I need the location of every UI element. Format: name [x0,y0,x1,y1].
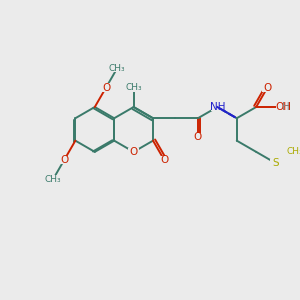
Text: CH₃: CH₃ [109,64,125,73]
Text: S: S [272,158,279,168]
FancyBboxPatch shape [128,148,139,156]
Text: NH: NH [210,102,225,112]
FancyBboxPatch shape [109,64,126,72]
Text: OH: OH [275,102,291,112]
FancyBboxPatch shape [125,84,142,92]
FancyBboxPatch shape [271,159,281,167]
FancyBboxPatch shape [276,103,291,111]
Text: O: O [60,155,68,165]
FancyBboxPatch shape [159,156,169,164]
Text: O: O [263,82,272,93]
FancyBboxPatch shape [211,103,224,111]
Text: CH₃: CH₃ [287,147,300,156]
Text: CH₃: CH₃ [45,175,61,184]
FancyBboxPatch shape [262,83,272,92]
Text: H: H [282,102,290,112]
FancyBboxPatch shape [282,103,290,111]
Text: CH₃: CH₃ [125,83,142,92]
FancyBboxPatch shape [44,175,61,184]
FancyBboxPatch shape [193,133,203,142]
Text: O: O [160,155,168,165]
FancyBboxPatch shape [286,148,300,156]
Text: O: O [194,132,202,142]
Text: O: O [130,147,138,157]
FancyBboxPatch shape [101,83,111,92]
FancyBboxPatch shape [59,156,69,164]
Text: O: O [102,82,110,93]
